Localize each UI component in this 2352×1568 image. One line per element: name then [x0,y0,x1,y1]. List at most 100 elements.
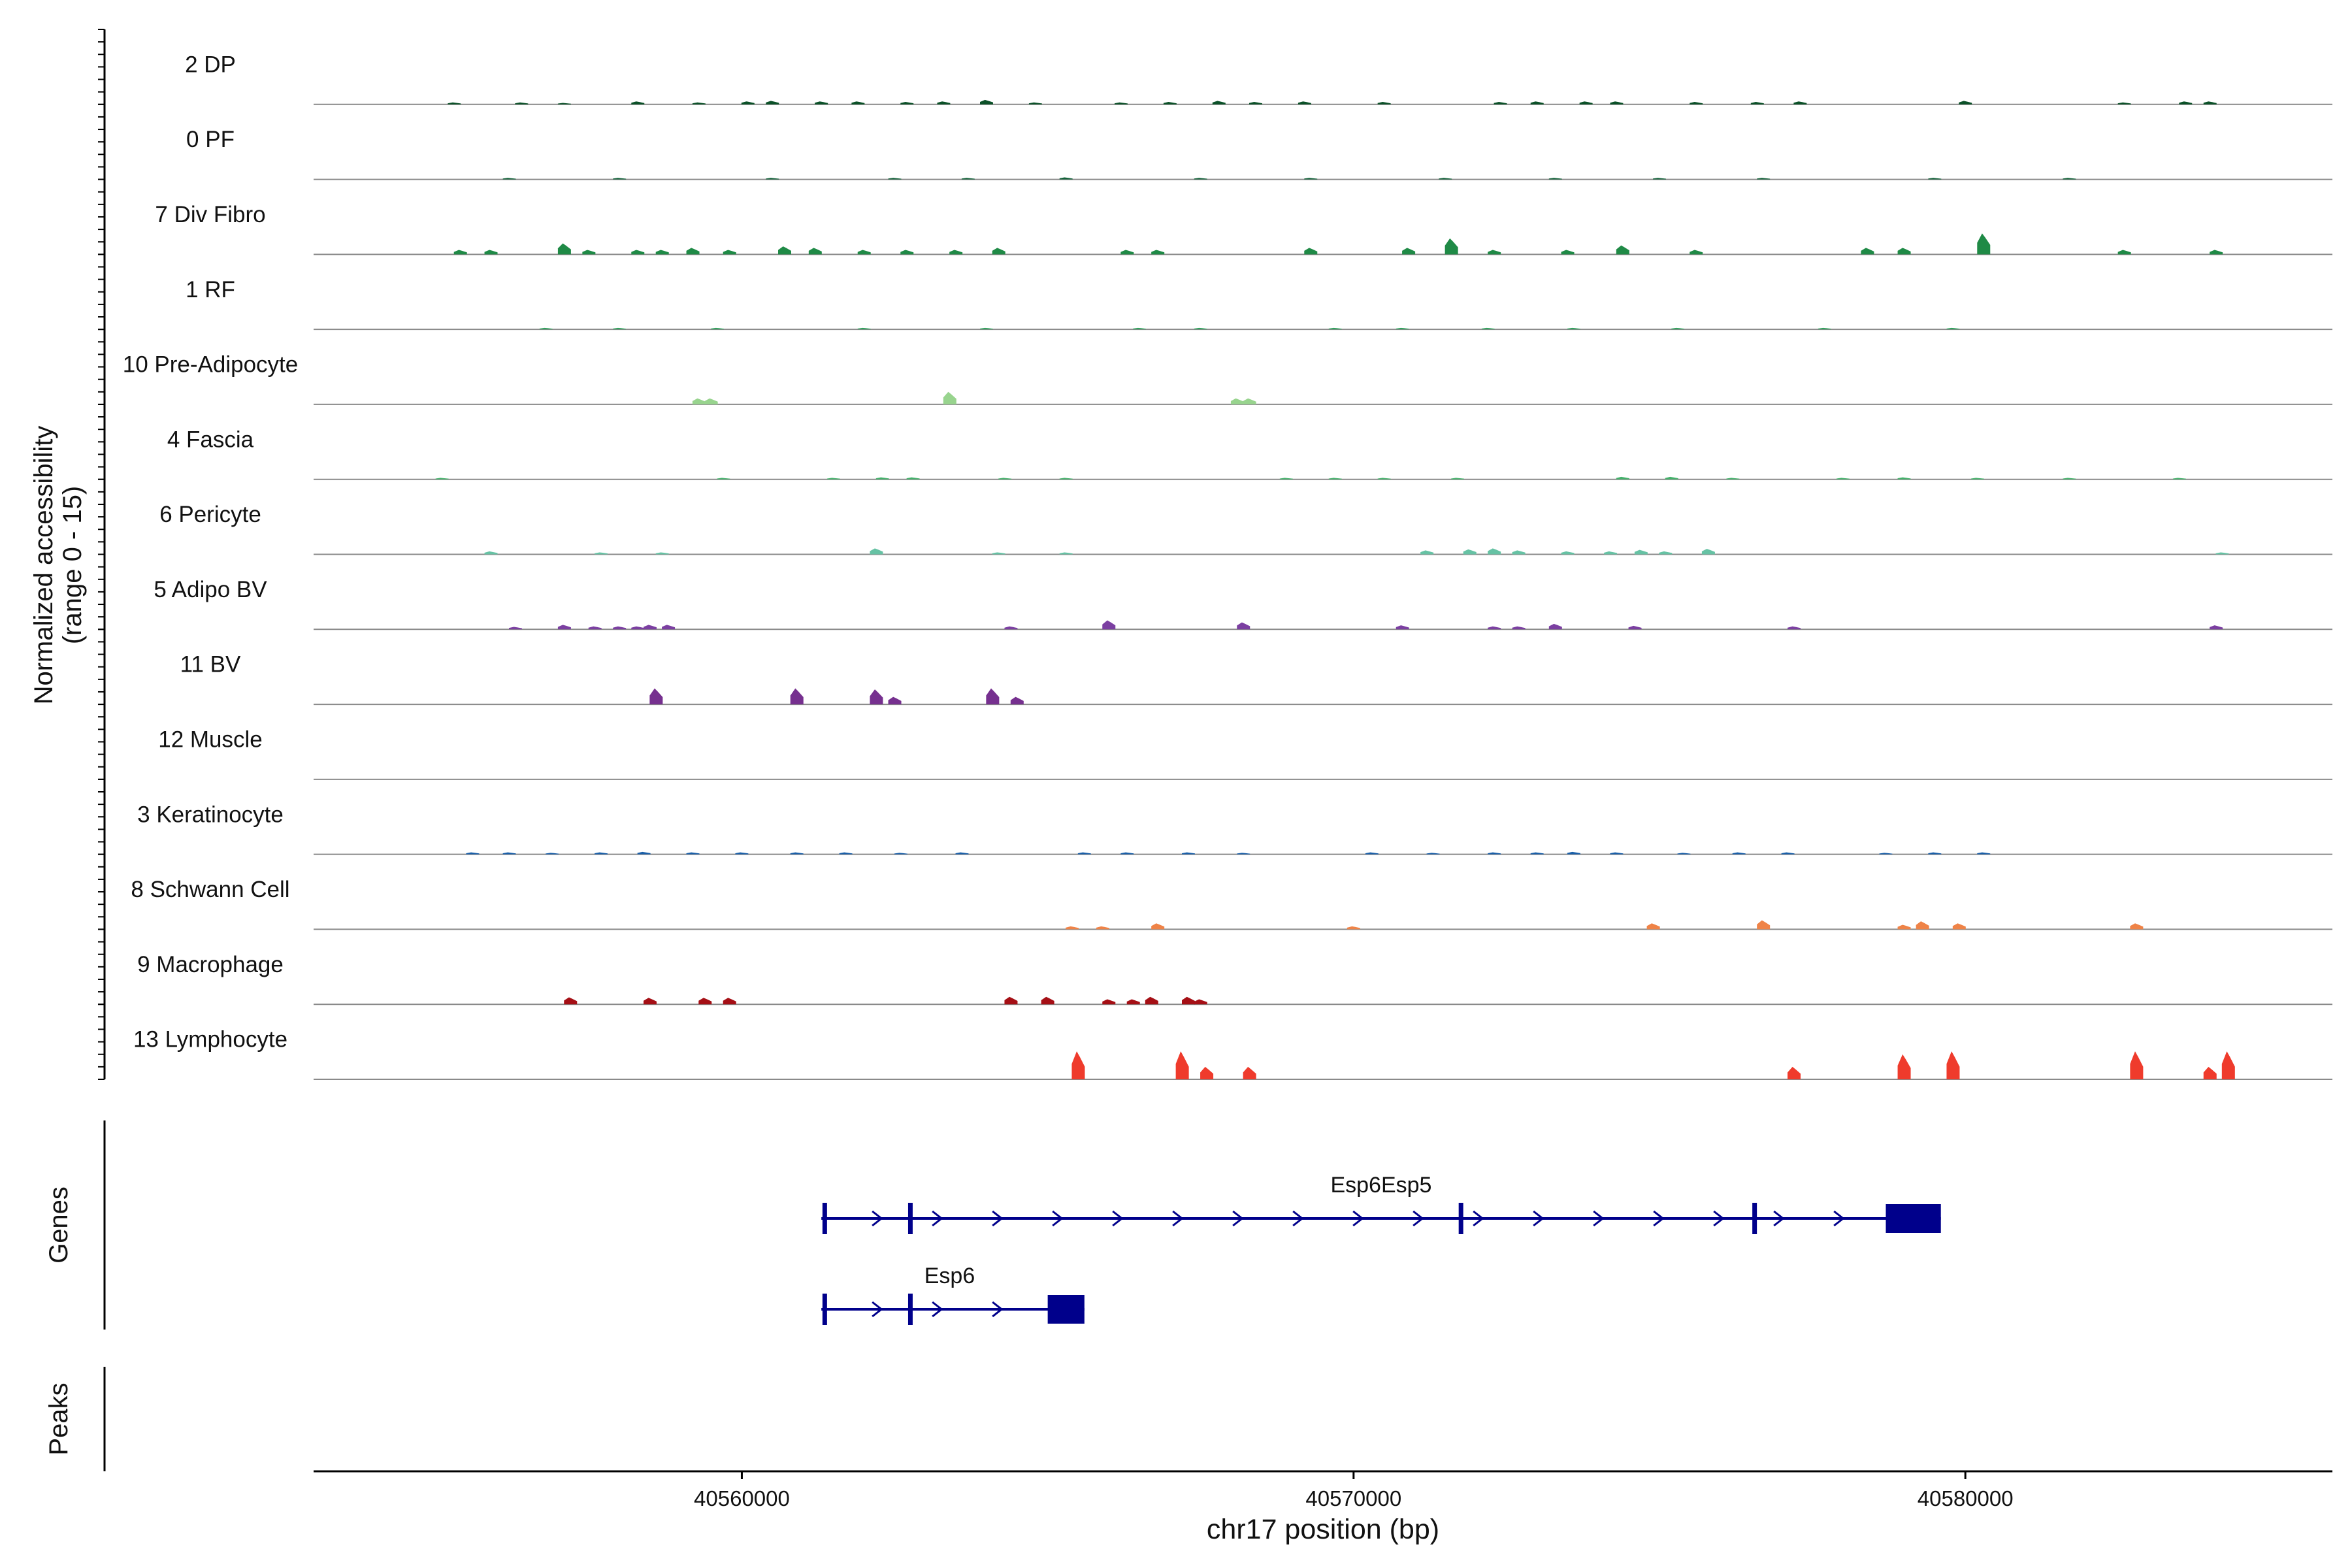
coverage-peak [1879,853,1893,855]
coverage-peak [1426,853,1440,855]
coverage-peak [1439,178,1452,180]
coverage-peak [2221,1051,2235,1079]
coverage-peak [839,852,853,855]
coverage-peak [1793,101,1807,105]
track-label: 2 DP [185,52,236,77]
track-7-div-fibro: 7 Div Fibro [155,202,2332,255]
gene-label: Esp6 [924,1264,975,1288]
coverage-peak [766,101,779,105]
strand-chevron [1052,1210,1064,1227]
coverage-peak [448,102,461,105]
track-label: 13 Lymphocyte [133,1027,287,1053]
coverage-peak [1194,999,1207,1005]
coverage-peak [949,250,963,255]
coverage-peak [1946,327,1960,330]
coverage-peak [1102,620,1116,630]
coverage-peak [1126,999,1140,1005]
coverage-peak [595,852,608,855]
coverage-peak [1298,101,1311,105]
coverage-peak [1120,250,1134,255]
coverage-peak [1096,926,1109,930]
coverage-peak [595,552,608,555]
coverage-peak [1610,101,1624,105]
coverage-peak [1530,101,1544,105]
gene-track: Esp6Esp5 Esp6 [821,1173,1941,1325]
track-5-adipo-bv: 5 Adipo BV [154,577,2332,630]
coverage-peak [1548,178,1562,180]
coverage-peak [613,327,627,330]
coverage-peak [1481,327,1495,330]
coverage-peak [1304,248,1318,255]
coverage-peak [644,998,657,1005]
coverage-peak [644,625,657,630]
coverage-peak [1897,1054,1911,1079]
coverage-peak [870,689,883,705]
coverage-peak [1279,478,1293,480]
strand-chevron [872,1210,883,1227]
gene-exon [822,1203,827,1234]
coverage-peak [937,101,951,105]
coverage-peak [955,852,969,855]
coverage-peak [717,478,730,480]
coverage-y-ticks [98,29,105,1080]
coverage-peak [2210,250,2223,255]
coverage-peak [1059,478,1073,480]
coverage-peak [943,391,956,404]
coverage-peak [900,101,914,105]
coverage-peak [1897,477,1911,480]
y-axis-label: Normalized accessibility(range 0 - 15) [29,426,87,705]
coverage-peak [2179,101,2193,105]
coverage-peak [1145,996,1158,1005]
strand-chevron [992,1210,1004,1227]
coverage-peak [613,626,627,630]
track-label: 10 Pre-Adipocyte [123,352,298,378]
coverage-peak [557,243,571,255]
coverage-peak [1451,478,1464,480]
coverage-peak [1567,327,1580,330]
coverage-peak [778,246,791,255]
y-axis-label-line: Normalized accessibility [29,426,58,705]
coverage-peak [1977,233,1991,255]
track-6-pericyte: 6 Pericyte [159,502,2332,555]
coverage-peak [1690,250,1703,255]
coverage-peak [1347,926,1360,930]
coverage-peak [1897,924,1911,930]
coverage-peak [692,398,706,404]
coverage-peak [790,852,804,855]
coverage-peak [1579,101,1593,105]
strand-chevron [1352,1210,1364,1227]
coverage-peak [1757,178,1771,180]
coverage-peak [655,250,669,255]
coverage-peak [1548,623,1562,630]
coverage-peak [790,688,804,705]
strand-chevron [1232,1210,1244,1227]
coverage-peak [851,101,865,105]
coverage-peak [1200,1066,1214,1079]
coverage-peak [1420,550,1434,555]
coverage-peak [1230,398,1244,404]
coverage-peak [875,477,889,480]
track-label: 4 Fascia [167,427,254,452]
track-label: 1 RF [186,277,235,302]
track-label: 8 Schwann Cell [131,877,289,902]
coverage-peak [637,851,651,855]
coverage-peak [1690,101,1703,105]
coverage-peak [1066,926,1079,930]
peaks-label: Peaks [44,1382,73,1455]
track-label: 12 Muscle [158,727,263,752]
coverage-peak [1163,101,1177,105]
coverage-peak [1304,178,1318,180]
coverage-peak [2117,250,2131,255]
coverage-peak [502,852,516,855]
track-9-macrophage: 9 Macrophage [137,952,2332,1005]
track-label: 11 BV [180,652,241,678]
coverage-peak [1488,250,1501,255]
coverage-peak [888,178,902,180]
coverage-peak [1212,101,1226,105]
strand-chevron [1292,1210,1304,1227]
coverage-peak [1182,852,1195,855]
coverage-peak [435,478,449,480]
strand-chevron [992,1301,1004,1318]
coverage-peak [1059,552,1073,555]
coverage-peak [1249,101,1262,105]
